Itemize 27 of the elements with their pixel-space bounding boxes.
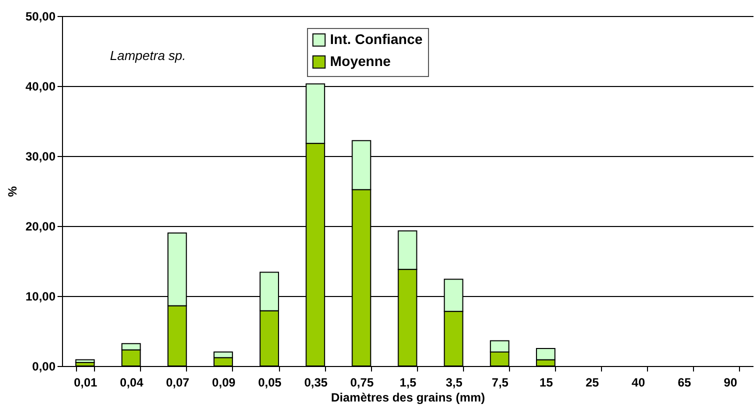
x-tick-label: 0,75	[350, 376, 374, 390]
annotation: Lampetra sp.	[110, 48, 186, 63]
x-tick-label: 0,09	[212, 376, 236, 390]
legend-label: Moyenne	[330, 53, 391, 69]
y-tick-label: 0,00	[32, 360, 56, 374]
x-tick-label: 0,07	[166, 376, 190, 390]
x-tick-label: 3,5	[446, 376, 463, 390]
x-tick-label: 90	[724, 376, 738, 390]
x-tick-label: 0,04	[120, 376, 144, 390]
x-tick-label: 7,5	[492, 376, 509, 390]
y-axis-title: %	[5, 186, 20, 197]
x-tick-label: 25	[586, 376, 600, 390]
legend-label: Int. Confiance	[330, 31, 423, 47]
x-tick-label: 0,05	[258, 376, 282, 390]
x-tick-label: 40	[632, 376, 646, 390]
y-tick-label: 40,00	[25, 80, 56, 94]
y-tick-label: 50,00	[25, 10, 56, 24]
y-tick-label: 20,00	[25, 220, 56, 234]
y-tick-label: 10,00	[25, 290, 56, 304]
x-axis-title: Diamètres des grains (mm)	[330, 390, 486, 404]
x-tick-label: 15	[540, 376, 554, 390]
x-tick-label: 1,5	[400, 376, 417, 390]
x-tick-label: 0,01	[74, 376, 98, 390]
x-tick-label: 0,35	[304, 376, 328, 390]
bar	[75, 359, 95, 363]
x-tick-label: 65	[678, 376, 692, 390]
y-tick-label: 30,00	[25, 150, 56, 164]
